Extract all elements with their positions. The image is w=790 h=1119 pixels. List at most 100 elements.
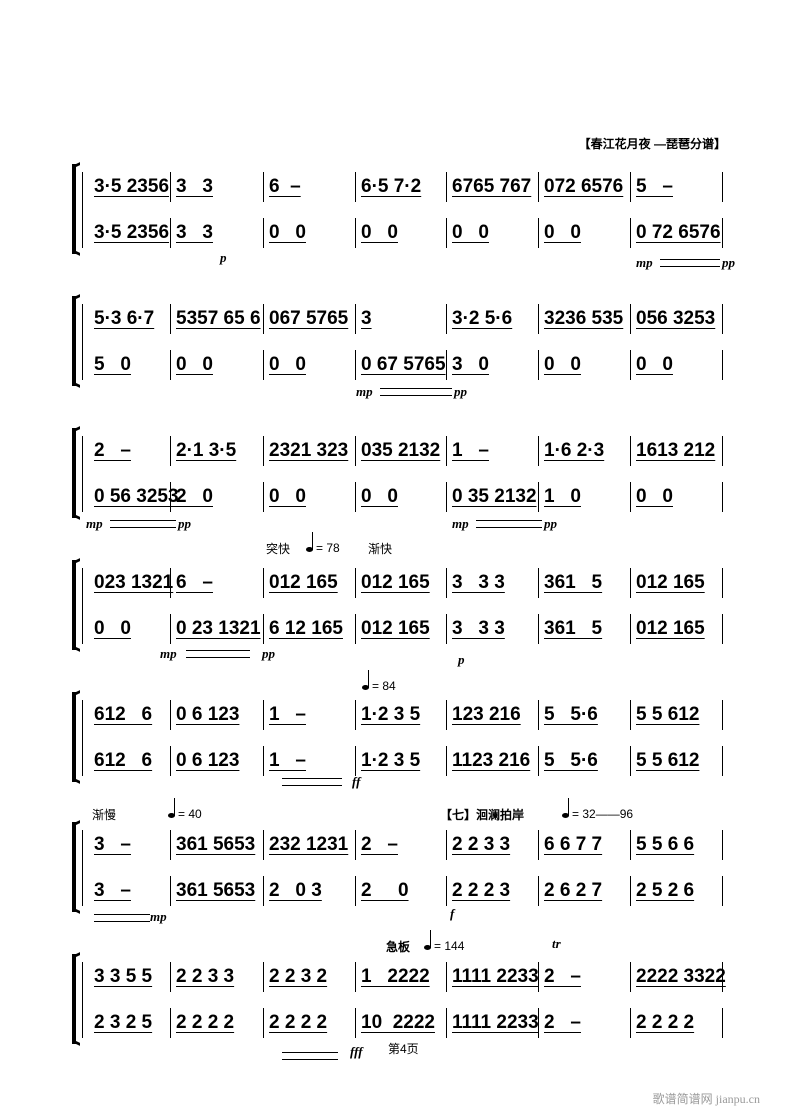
barline bbox=[722, 876, 723, 906]
barline bbox=[355, 172, 356, 202]
measure-bottom: 5 5 612 bbox=[630, 750, 722, 772]
notes: 361 5 bbox=[544, 618, 603, 639]
measure-top: 1 – bbox=[263, 704, 355, 726]
measure-bottom: 2 5 2 6 bbox=[630, 880, 722, 902]
measure-top: 1 2222 bbox=[355, 966, 446, 988]
trill-mark: tr bbox=[552, 936, 561, 951]
notes: 012 165 bbox=[361, 618, 430, 639]
barline bbox=[538, 876, 539, 906]
measure-bottom: 1·2 3 5 bbox=[355, 750, 446, 772]
tempo-text: 渐慢 bbox=[92, 808, 117, 822]
barline bbox=[446, 1008, 447, 1038]
barline bbox=[170, 436, 171, 466]
barline bbox=[355, 304, 356, 334]
dynamic-mark: p bbox=[458, 652, 465, 667]
barline bbox=[170, 962, 171, 992]
notes: 0 0 bbox=[94, 618, 131, 639]
measure-top: 123 216 bbox=[446, 704, 538, 726]
barline bbox=[630, 1008, 631, 1038]
barline bbox=[263, 172, 264, 202]
quarter-note-icon bbox=[562, 798, 569, 818]
score-system: 3·5 2356 3 3 6 – 6·5 7·2 6765 767 072 6576 5 –… bbox=[0, 164, 790, 282]
barline bbox=[355, 218, 356, 248]
notes: 0 0 bbox=[361, 222, 398, 243]
score-system: 612 6 0 6 123 1 – 1·2 3 5 123 216 5 5·6 5 5 61… bbox=[0, 692, 790, 810]
notes: 2 0 bbox=[176, 486, 213, 507]
barline bbox=[538, 304, 539, 334]
quarter-note-icon bbox=[362, 670, 369, 690]
barline bbox=[263, 482, 264, 512]
barline bbox=[170, 700, 171, 730]
measure-bottom: 2 2 2 3 bbox=[446, 880, 538, 902]
barline bbox=[722, 830, 723, 860]
system-line bbox=[82, 568, 83, 644]
measure-bottom: 0 6 123 bbox=[170, 750, 263, 772]
notes: 0 0 bbox=[636, 354, 673, 375]
measure-top: 2 – bbox=[355, 834, 446, 856]
measure-bottom: 0 0 bbox=[263, 222, 355, 244]
page-number: 第4页 bbox=[388, 1042, 419, 1056]
hairpin-decrescendo bbox=[186, 650, 250, 658]
notes: 2 – bbox=[544, 966, 581, 987]
barline bbox=[630, 436, 631, 466]
system-line bbox=[82, 830, 83, 906]
hairpin-crescendo bbox=[282, 778, 342, 786]
notes: 0 72 6576 bbox=[636, 222, 721, 243]
notes: 6765 767 bbox=[452, 176, 532, 197]
barline bbox=[263, 568, 264, 598]
measure-top: 1613 212 bbox=[630, 440, 722, 462]
tempo-mark: = 84 bbox=[362, 670, 396, 693]
notes: 0 0 bbox=[544, 354, 581, 375]
tempo-mark: = 32——96 bbox=[562, 798, 633, 821]
watermark: 歌谱简谱网 jianpu.cn bbox=[652, 1092, 760, 1106]
notes: 012 165 bbox=[361, 572, 430, 593]
measure-top: 2222 3322 bbox=[630, 966, 726, 988]
measure-bottom: 612 6 bbox=[88, 750, 170, 772]
dynamic-mark: pp bbox=[544, 516, 557, 531]
notes: 3·5 2356 bbox=[94, 222, 170, 243]
barline bbox=[722, 436, 723, 466]
barline bbox=[446, 436, 447, 466]
measure-top: 3 3 5 5 bbox=[88, 966, 170, 988]
measure-top: 361 5653 bbox=[170, 834, 263, 856]
notes: 1 – bbox=[269, 750, 306, 771]
measure-bottom: 2 0 bbox=[355, 880, 446, 902]
measure-bottom: 012 165 bbox=[630, 618, 722, 640]
notes: 0 56 3253 bbox=[94, 486, 179, 507]
measure-bottom: 5 5·6 bbox=[538, 750, 630, 772]
barline bbox=[538, 746, 539, 776]
dynamic-mark: mp bbox=[86, 516, 103, 531]
measure-top: 3 3 bbox=[170, 176, 263, 198]
barline bbox=[263, 614, 264, 644]
measure-bottom: 3·5 2356 bbox=[88, 222, 170, 244]
hairpin-decrescendo bbox=[94, 914, 150, 922]
measure-top: 6 6 7 7 bbox=[538, 834, 630, 856]
section-title: 【七】洄澜拍岸 bbox=[440, 808, 525, 822]
measure-bottom: 2 6 2 7 bbox=[538, 880, 630, 902]
measure-top: 012 165 bbox=[263, 572, 355, 594]
dynamic-mark: fff bbox=[350, 1044, 363, 1059]
barline bbox=[538, 350, 539, 380]
measure-top: 2 2 3 2 bbox=[263, 966, 355, 988]
barline bbox=[170, 876, 171, 906]
notes: 3 3 5 5 bbox=[94, 966, 153, 987]
notes: 123 216 bbox=[452, 704, 521, 725]
dynamic-mark: pp bbox=[178, 516, 191, 531]
notes: 2 6 2 7 bbox=[544, 880, 603, 901]
measure-top: 5 5 6 6 bbox=[630, 834, 722, 856]
barline bbox=[170, 172, 171, 202]
notes: 1·6 2·3 bbox=[544, 440, 605, 461]
measure-top: 2 2 3 3 bbox=[170, 966, 263, 988]
system-line bbox=[82, 172, 83, 248]
measure-bottom: 3 0 bbox=[446, 354, 538, 376]
barline bbox=[630, 350, 631, 380]
notes: 067 5765 bbox=[269, 308, 349, 329]
tempo-text: 急板 bbox=[386, 940, 411, 954]
dynamic-mark: pp bbox=[262, 646, 275, 661]
barline bbox=[170, 482, 171, 512]
notes: 1 2222 bbox=[361, 966, 430, 987]
notes: 072 6576 bbox=[544, 176, 624, 197]
notes: 1·2 3 5 bbox=[361, 704, 421, 725]
tempo-mark: = 40 bbox=[168, 798, 202, 821]
dynamic-mark: pp bbox=[454, 384, 467, 399]
